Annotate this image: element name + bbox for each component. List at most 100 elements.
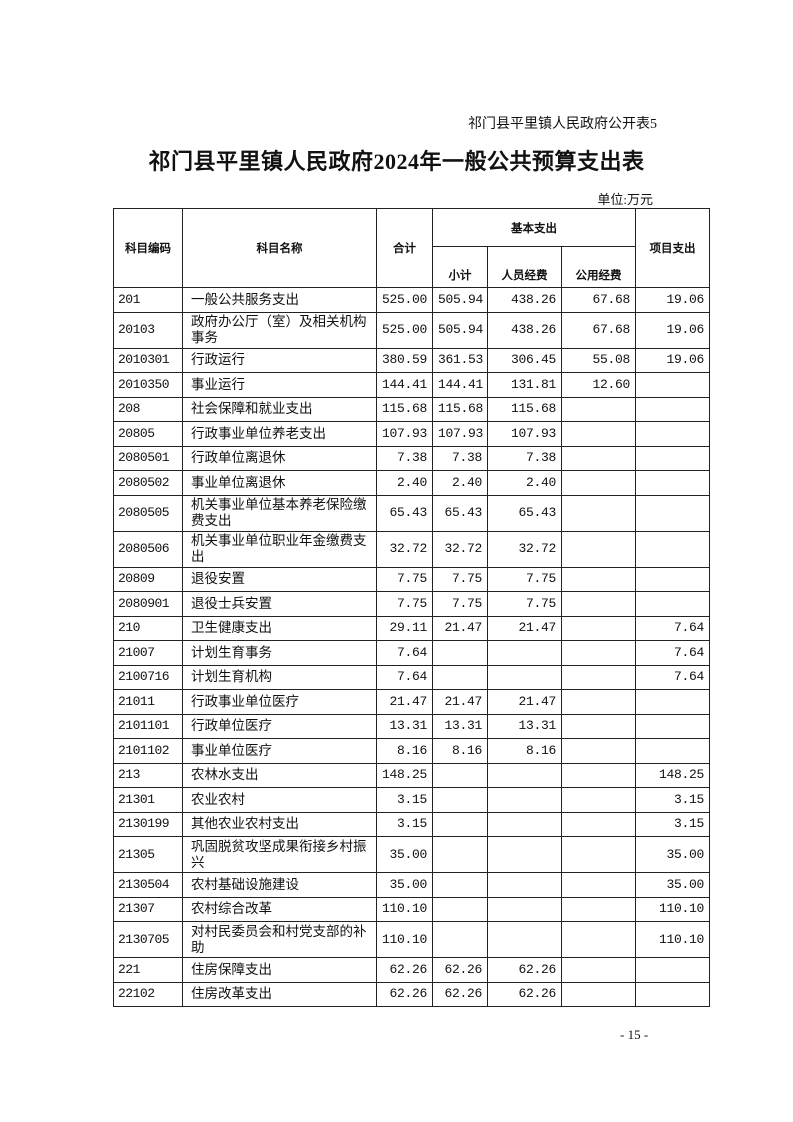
- table-row: 2101102 事业单位医疗 8.16 8.16 8.16: [113, 738, 710, 764]
- cell-total: 110.10: [376, 896, 433, 922]
- cell-personnel: 438.26: [487, 287, 562, 313]
- cell-total: 525.00: [376, 311, 433, 349]
- cell-total: 107.93: [376, 421, 433, 447]
- cell-subtotal: 2.40: [432, 470, 488, 496]
- cell-personnel: 21.47: [487, 615, 562, 641]
- table-row: 2080501 行政单位离退休 7.38 7.38 7.38: [113, 445, 710, 471]
- cell-subtotal: 8.16: [432, 738, 488, 764]
- cell-project: 110.10: [635, 921, 710, 958]
- cell-public: [561, 762, 636, 788]
- cell-personnel: 438.26: [487, 311, 562, 349]
- cell-name: 行政运行: [182, 347, 377, 373]
- cell-subtotal: [432, 921, 488, 958]
- cell-name: 巩固脱贫攻坚成果衔接乡村振兴: [182, 836, 377, 873]
- cell-total: 35.00: [376, 872, 433, 898]
- cell-name: 农村基础设施建设: [182, 872, 377, 898]
- cell-public: 12.60: [561, 372, 636, 398]
- cell-public: [561, 787, 636, 813]
- cell-name: 机关事业单位基本养老保险缴费支出: [182, 494, 377, 532]
- cell-total: 148.25: [376, 762, 433, 788]
- cell-code: 21307: [113, 896, 183, 922]
- cell-code: 221: [113, 957, 183, 983]
- cell-subtotal: 7.75: [432, 591, 488, 617]
- cell-personnel: 115.68: [487, 396, 562, 422]
- table-row: 2080506 机关事业单位职业年金缴费支出 32.72 32.72 32.72: [113, 530, 710, 568]
- cell-project: [635, 396, 710, 422]
- cell-project: [635, 713, 710, 739]
- cell-public: [561, 738, 636, 764]
- cell-personnel: 62.26: [487, 981, 562, 1007]
- cell-public: [561, 566, 636, 592]
- cell-name: 对村民委员会和村党支部的补助: [182, 921, 377, 958]
- cell-code: 21301: [113, 787, 183, 813]
- cell-name: 卫生健康支出: [182, 615, 377, 641]
- cell-subtotal: [432, 836, 488, 873]
- cell-personnel: [487, 762, 562, 788]
- cell-public: [561, 664, 636, 690]
- cell-code: 22102: [113, 981, 183, 1007]
- cell-name: 机关事业单位职业年金缴费支出: [182, 530, 377, 568]
- cell-public: [561, 470, 636, 496]
- cell-project: 35.00: [635, 872, 710, 898]
- cell-project: [635, 591, 710, 617]
- cell-name: 行政事业单位养老支出: [182, 421, 377, 447]
- cell-project: [635, 494, 710, 532]
- cell-total: 7.38: [376, 445, 433, 471]
- cell-personnel: 7.75: [487, 566, 562, 592]
- cell-name: 退役士兵安置: [182, 591, 377, 617]
- cell-code: 210: [113, 615, 183, 641]
- cell-personnel: [487, 811, 562, 837]
- cell-total: 2.40: [376, 470, 433, 496]
- cell-public: 67.68: [561, 311, 636, 349]
- cell-project: [635, 530, 710, 568]
- cell-code: 2130504: [113, 872, 183, 898]
- cell-name: 计划生育机构: [182, 664, 377, 690]
- table-row: 201 一般公共服务支出 525.00 505.94 438.26 67.68 19.06: [113, 287, 710, 313]
- table-row: 21307 农村综合改革 110.10 110.10: [113, 896, 710, 922]
- cell-total: 65.43: [376, 494, 433, 532]
- cell-code: 2130199: [113, 811, 183, 837]
- cell-total: 3.15: [376, 787, 433, 813]
- cell-name: 事业单位医疗: [182, 738, 377, 764]
- cell-public: [561, 530, 636, 568]
- cell-code: 2080502: [113, 470, 183, 496]
- cell-total: 62.26: [376, 957, 433, 983]
- cell-public: [561, 713, 636, 739]
- cell-code: 2101102: [113, 738, 183, 764]
- table-row: 21301 农业农村 3.15 3.15: [113, 787, 710, 813]
- cell-code: 2080901: [113, 591, 183, 617]
- header-project: 项目支出: [635, 208, 710, 288]
- table-row: 2080502 事业单位离退休 2.40 2.40 2.40: [113, 470, 710, 496]
- cell-code: 21007: [113, 640, 183, 666]
- cell-name: 农林水支出: [182, 762, 377, 788]
- cell-project: 35.00: [635, 836, 710, 873]
- cell-name: 行政单位医疗: [182, 713, 377, 739]
- cell-code: 2130705: [113, 921, 183, 958]
- header-code: 科目编码: [113, 208, 183, 288]
- table-row: 2010301 行政运行 380.59 361.53 306.45 55.08 19.06: [113, 347, 710, 373]
- cell-public: [561, 494, 636, 532]
- cell-code: 2010350: [113, 372, 183, 398]
- cell-project: [635, 372, 710, 398]
- header-public: 公用经费: [561, 246, 636, 288]
- cell-personnel: [487, 664, 562, 690]
- cell-subtotal: 144.41: [432, 372, 488, 398]
- cell-project: [635, 957, 710, 983]
- table-row: 2130199 其他农业农村支出 3.15 3.15: [113, 811, 710, 837]
- cell-project: 110.10: [635, 896, 710, 922]
- unit-label: 单位:万元: [597, 192, 653, 207]
- cell-personnel: [487, 836, 562, 873]
- cell-subtotal: 13.31: [432, 713, 488, 739]
- table-row: 2100716 计划生育机构 7.64 7.64: [113, 664, 710, 690]
- cell-name: 住房改革支出: [182, 981, 377, 1007]
- cell-subtotal: [432, 664, 488, 690]
- cell-project: [635, 421, 710, 447]
- cell-public: [561, 396, 636, 422]
- cell-total: 7.75: [376, 566, 433, 592]
- cell-code: 2080505: [113, 494, 183, 532]
- cell-total: 21.47: [376, 689, 433, 715]
- table-row: 22102 住房改革支出 62.26 62.26 62.26: [113, 981, 710, 1007]
- cell-personnel: 8.16: [487, 738, 562, 764]
- cell-project: 19.06: [635, 287, 710, 313]
- cell-subtotal: 505.94: [432, 311, 488, 349]
